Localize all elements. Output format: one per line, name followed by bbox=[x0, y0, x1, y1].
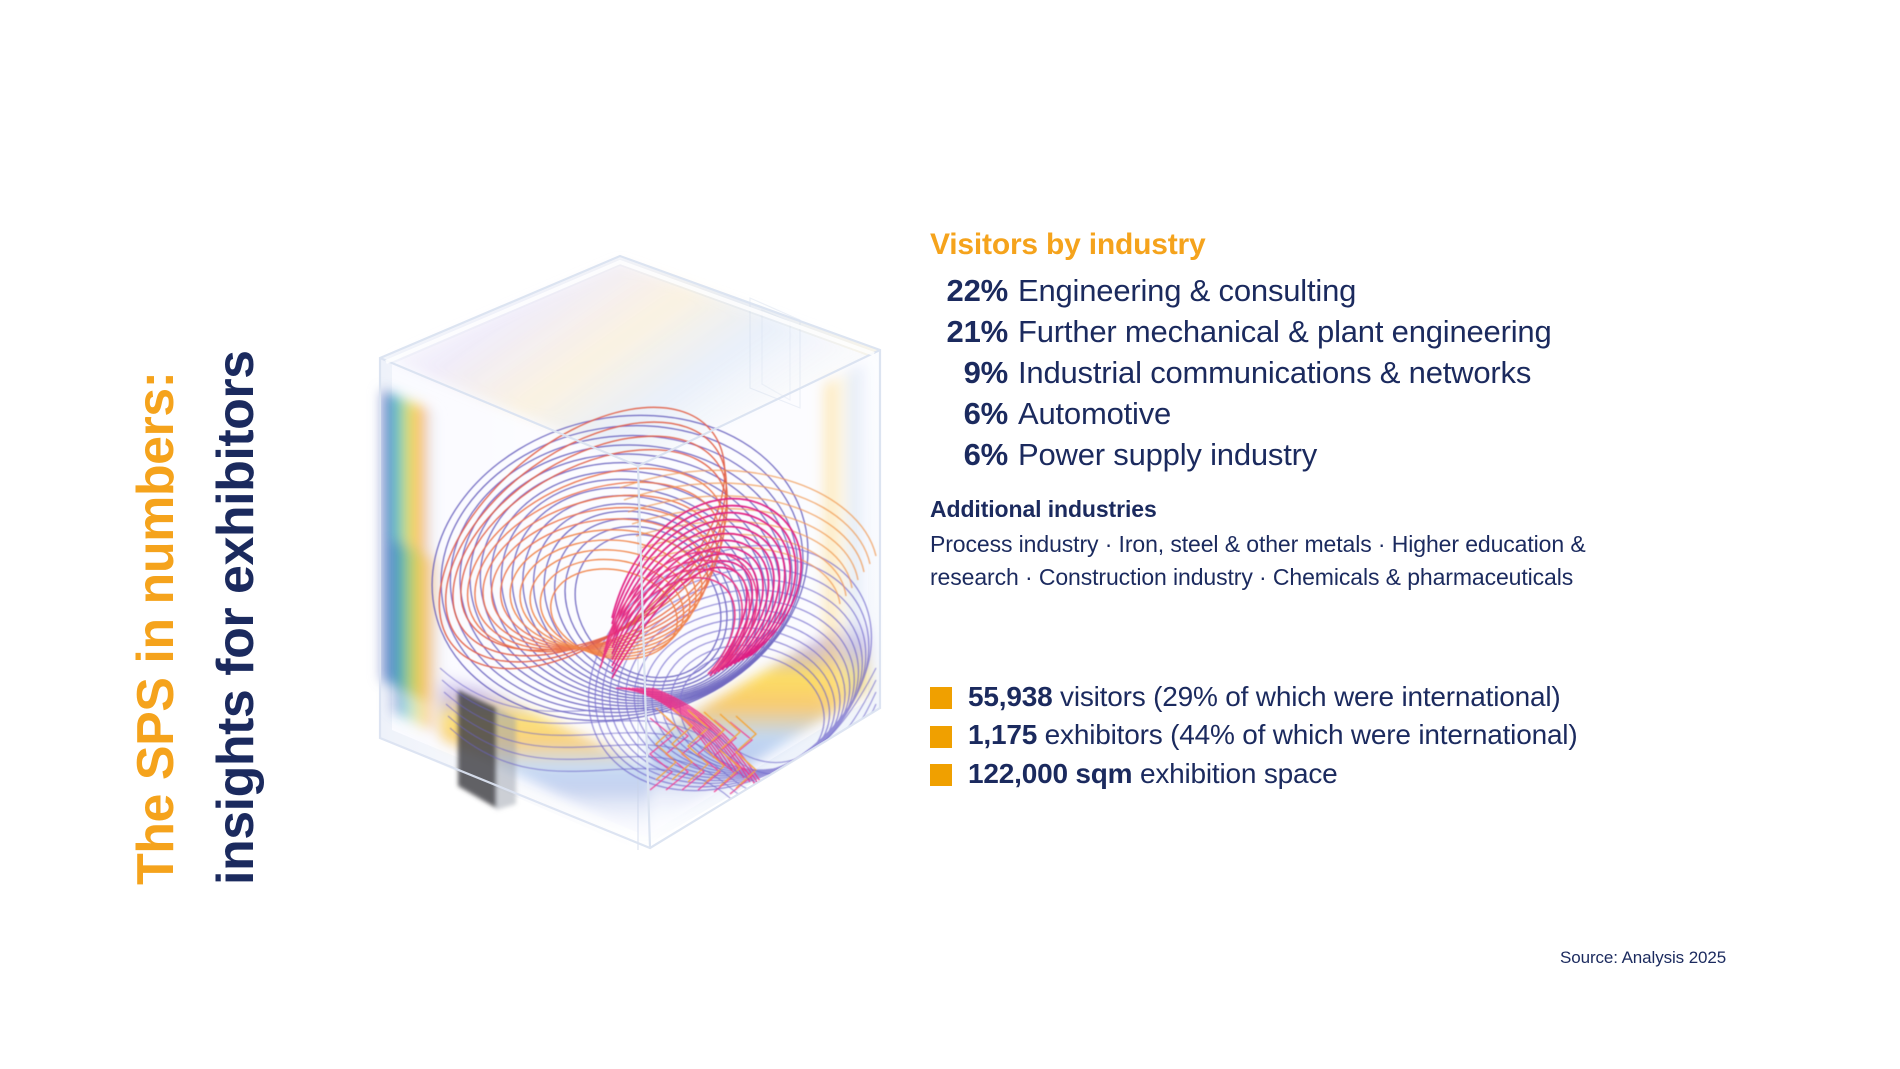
industry-percent: 9% bbox=[963, 355, 1009, 391]
key-figure-text: 122,000 sqm exhibition space bbox=[968, 755, 1338, 794]
list-item: 9% Industrial communications & networks bbox=[930, 352, 1860, 393]
industry-label: Automotive bbox=[1018, 396, 1172, 432]
industry-percent: 6% bbox=[963, 396, 1009, 432]
list-item: 122,000 sqm exhibition space bbox=[930, 755, 1860, 794]
industry-percent: 22% bbox=[946, 272, 1009, 308]
industry-label: Engineering & consulting bbox=[1018, 272, 1357, 308]
key-figure-text: 1,175 exhibitors (44% of which were inte… bbox=[968, 716, 1578, 755]
list-item: 6% Power supply industry bbox=[930, 434, 1860, 475]
additional-industries-heading: Additional industries bbox=[930, 495, 1157, 522]
page-title-line-2: insights for exhibitors bbox=[207, 350, 265, 885]
key-figure-rest: exhibition space bbox=[1132, 757, 1338, 789]
industry-percent: 6% bbox=[963, 437, 1009, 473]
source-note: Source: Analysis 2025 bbox=[1560, 948, 1727, 967]
list-item: 6% Automotive bbox=[930, 393, 1860, 434]
square-bullet-icon bbox=[930, 686, 952, 709]
content-column: Visitors by industry 22% Engineering & c… bbox=[930, 228, 1860, 793]
spirograph-lines bbox=[431, 406, 877, 824]
additional-industries-body: Process industry · Iron, steel & other m… bbox=[930, 531, 1586, 590]
industry-list: 22% Engineering & consulting 21% Further… bbox=[930, 270, 1860, 476]
key-figures-list: 55,938 visitors (29% of which were inter… bbox=[930, 678, 1860, 794]
industry-label: Industrial communications & networks bbox=[1018, 355, 1532, 391]
square-bullet-icon bbox=[930, 764, 952, 787]
section-title-visitors-by-industry: Visitors by industry bbox=[930, 228, 1206, 261]
list-item: 1,175 exhibitors (44% of which were inte… bbox=[930, 716, 1860, 755]
industry-percent: 21% bbox=[946, 313, 1009, 349]
key-figure-value: 55,938 bbox=[968, 680, 1053, 712]
page-title: The SPS in numbers: insights for exhibit… bbox=[118, 225, 298, 885]
cube-outline bbox=[378, 254, 882, 850]
key-figure-rest: visitors (29% of which were internationa… bbox=[1052, 680, 1561, 712]
square-bullet-icon bbox=[930, 725, 952, 748]
glass-cube-illustration bbox=[320, 238, 940, 918]
industry-label: Power supply industry bbox=[1018, 437, 1318, 473]
list-item: 22% Engineering & consulting bbox=[930, 270, 1860, 311]
page-title-line-1: The SPS in numbers: bbox=[127, 371, 185, 885]
key-figure-rest: exhibitors (44% of which were internatio… bbox=[1037, 719, 1578, 751]
list-item: 21% Further mechanical & plant engineeri… bbox=[930, 311, 1860, 352]
key-figure-value: 122,000 sqm bbox=[968, 757, 1133, 789]
key-figure-text: 55,938 visitors (29% of which were inter… bbox=[968, 678, 1561, 717]
industry-label: Further mechanical & plant engineering bbox=[1018, 313, 1552, 349]
list-item: 55,938 visitors (29% of which were inter… bbox=[930, 678, 1860, 717]
key-figure-value: 1,175 bbox=[968, 719, 1038, 751]
